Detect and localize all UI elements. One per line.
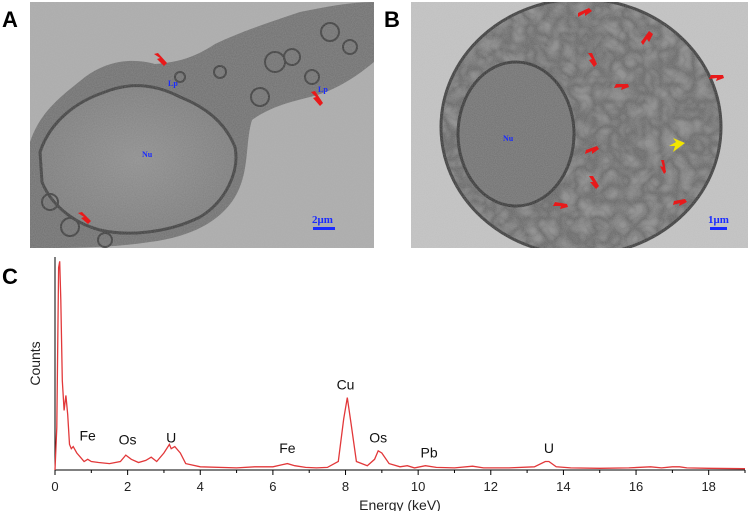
panel-c-letter: C: [2, 264, 18, 289]
label-nu-a: Nu: [142, 150, 153, 159]
x-tick-label: 14: [556, 479, 570, 494]
label-lp-a2: Lp: [318, 85, 328, 94]
panel-a-letter: A: [2, 7, 18, 32]
y-axis-title: Counts: [27, 341, 43, 385]
x-axis-title: Energy (keV): [359, 497, 441, 511]
peak-label: Pb: [420, 444, 437, 460]
x-tick-label: 2: [124, 479, 131, 494]
x-tick-label: 6: [269, 479, 276, 494]
label-nu-b: Nu: [503, 134, 514, 143]
eds-spectrum-chart: 0 2 4 6 8 10 12 14 16 18 Fe Os U Fe Cu Os Pb U Energy (k…: [27, 257, 746, 511]
peak-label: U: [166, 430, 176, 446]
peak-label: Os: [119, 432, 137, 448]
x-tick-label: 10: [411, 479, 425, 494]
x-tick-label: 0: [51, 479, 58, 494]
x-tick-label: 8: [342, 479, 349, 494]
panel-b-letter: B: [384, 7, 400, 32]
scale-bar-text-b: 1μm: [708, 214, 729, 226]
scale-bar-text-a: 2μm: [312, 214, 333, 226]
peak-label: Os: [369, 430, 387, 446]
micrograph-b: Nu 1μm: [411, 2, 748, 248]
x-tick-label: 18: [701, 479, 715, 494]
x-tick-label: 16: [629, 479, 643, 494]
spectrum-series-line: [54, 261, 746, 471]
micrograph-a: Lp Lp Nu 2μm: [30, 2, 374, 248]
scale-bar-b: [710, 227, 727, 230]
peak-label: U: [544, 440, 554, 456]
x-tick-label: 12: [484, 479, 498, 494]
scale-bar-a: [313, 227, 335, 230]
x-tick-label: 4: [197, 479, 204, 494]
peak-label: Fe: [279, 440, 296, 456]
peak-label: Fe: [80, 427, 97, 443]
peak-label: Cu: [337, 376, 355, 392]
highlight-arrow: [669, 138, 685, 152]
label-lp-a1: Lp: [168, 79, 178, 88]
